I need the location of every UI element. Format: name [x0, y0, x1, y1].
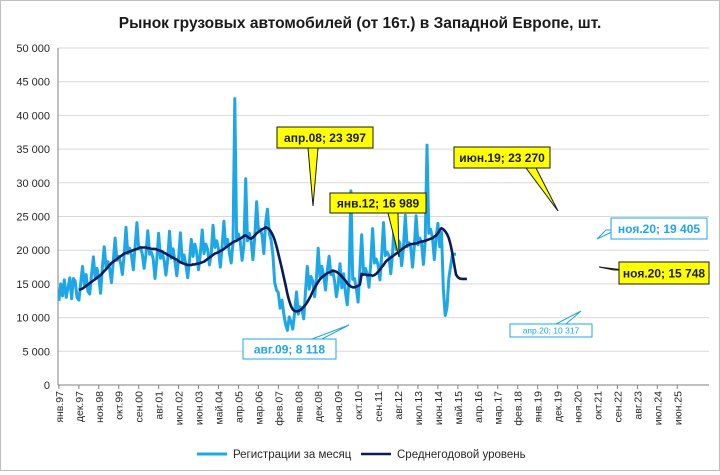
callout-label: апр.08; 23 397: [284, 131, 366, 145]
x-tick-label: янв.08: [293, 391, 305, 423]
series-monthly-registrations: [57, 97, 456, 332]
y-tick-label: 35 000: [16, 144, 50, 156]
y-tick-label: 50 000: [16, 43, 50, 55]
callout-box: [242, 338, 337, 360]
x-tick-label: ноя.98: [94, 391, 106, 423]
x-tick-label: дек.97: [74, 391, 86, 422]
callout-label: апр.20; 10 317: [523, 326, 580, 336]
x-tick-label: май.04: [213, 391, 225, 425]
x-axis: янв.97 дек.97 ноя.98 окт.99 сен.00 авг.01 июл.…: [54, 385, 684, 426]
x-tick-label: окт.99: [114, 391, 126, 420]
x-tick-label: авг.01: [154, 391, 166, 420]
x-tick-label: июн.14: [433, 391, 445, 425]
x-tick-label: окт.21: [592, 391, 604, 420]
x-tick-label: мар.17: [493, 391, 505, 425]
y-axis: 0 5 000 10 000 15 000 20 000 25 000 30 000 35 0…: [16, 43, 50, 392]
x-tick-label: мар.06: [253, 391, 265, 425]
x-tick-label: июл.13: [413, 391, 425, 425]
y-tick-label: 0: [44, 380, 50, 392]
callout-label: авг.09; 8 118: [254, 343, 326, 357]
y-tick-label: 20 000: [16, 245, 50, 257]
annotation-callout: авг.09; 8 118: [242, 324, 350, 360]
grid: [57, 47, 709, 386]
annotation-callout: янв.12; 16 989: [329, 192, 427, 258]
callout-label: янв.12; 16 989: [337, 197, 420, 211]
x-tick-label: ноя.20: [573, 391, 585, 423]
x-tick-label: сен.22: [612, 391, 624, 423]
callout-box: [618, 261, 710, 285]
x-tick-label: янв.97: [54, 391, 66, 423]
x-tick-label: апр.16: [473, 391, 485, 423]
callout-box: [509, 323, 593, 338]
x-tick-label: дек.19: [553, 391, 565, 422]
y-tick-label: 45 000: [16, 77, 50, 89]
callout-label: ноя.20; 15 748: [623, 267, 705, 281]
x-tick-label: дек.08: [313, 391, 325, 422]
callout-box: [276, 126, 374, 149]
x-tick-label: ноя.09: [333, 391, 345, 423]
x-tick-label: апр.05: [233, 391, 245, 423]
y-tick-label: 15 000: [16, 279, 50, 291]
annotation-layer: апр.08; 23 397 янв.12; 16 989 июн.19; 23 2…: [242, 126, 710, 360]
chart-title: Рынок грузовых автомобилей (от 16т.) в З…: [119, 15, 602, 32]
callout-label: июн.19; 23 270: [459, 151, 545, 165]
series-layer: [57, 97, 467, 332]
annotation-callout: июн.19; 23 270: [453, 146, 559, 212]
callout-box: [453, 146, 551, 169]
callout-pointer: [525, 167, 559, 212]
legend-label: Регистрации за месяц: [233, 449, 352, 461]
y-tick-label: 40 000: [16, 110, 50, 122]
x-tick-label: июл.24: [652, 391, 664, 425]
x-tick-label: фев.07: [273, 391, 285, 426]
callout-box: [610, 217, 708, 240]
x-tick-label: окт.10: [353, 391, 365, 420]
callout-label: ноя.20; 19 405: [618, 222, 700, 236]
x-tick-label: фев.18: [513, 391, 525, 426]
annotation-callout: ноя.20; 15 748: [598, 261, 710, 285]
annotation-callout: апр.08; 23 397: [276, 126, 374, 207]
legend-label: Среднегодовой уровень: [397, 449, 526, 461]
x-tick-label: май.15: [453, 391, 465, 425]
callout-pointer: [311, 324, 350, 340]
x-tick-label: июн.03: [194, 391, 206, 425]
series-annual-average: [78, 226, 467, 313]
y-tick-label: 5 000: [22, 346, 50, 358]
legend: Регистрации за месяц Среднегодовой уровен…: [197, 449, 526, 461]
y-tick-label: 25 000: [16, 212, 50, 224]
y-tick-label: 10 000: [16, 313, 50, 325]
x-tick-label: сен.00: [134, 391, 146, 423]
x-tick-label: авг.12: [393, 391, 405, 420]
x-tick-label: сен.11: [373, 391, 385, 422]
x-tick-label: июл.02: [174, 391, 186, 425]
x-tick-label: янв.19: [533, 391, 545, 423]
callout-pointer: [307, 147, 319, 207]
annotation-callout: ноя.20; 19 405: [596, 217, 708, 240]
callout-box: [329, 192, 427, 214]
y-tick-label: 30 000: [16, 178, 50, 190]
annotation-callout: апр.20; 10 317: [509, 310, 593, 338]
x-tick-label: июн.25: [672, 391, 684, 425]
x-tick-label: авг.23: [632, 391, 644, 420]
